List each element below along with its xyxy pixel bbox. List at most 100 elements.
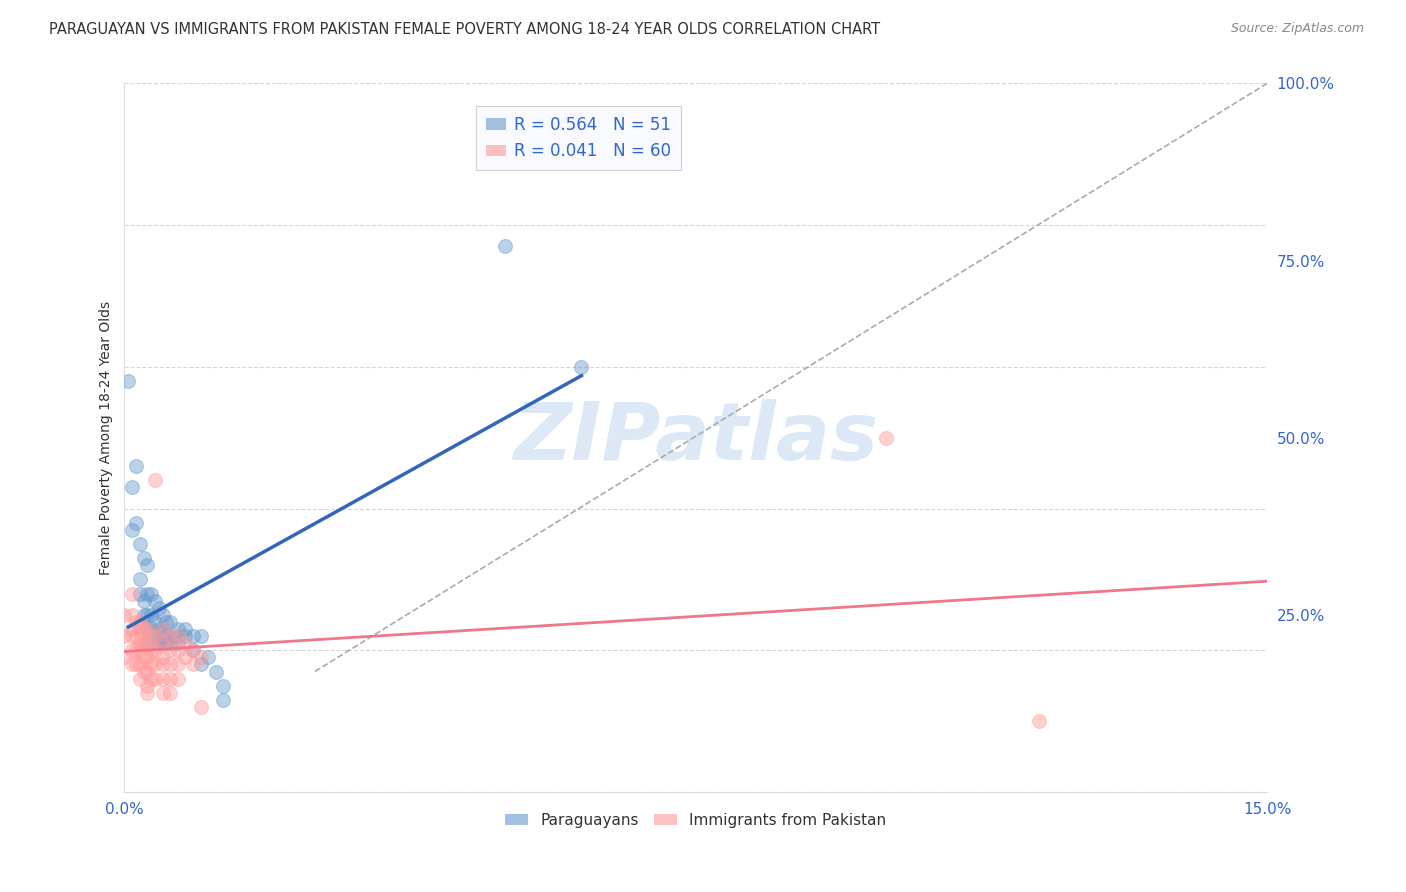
- Point: [121, 607, 143, 622]
- Point: [128, 586, 150, 600]
- Point: [197, 650, 219, 665]
- Point: [174, 622, 197, 636]
- Point: [159, 629, 181, 643]
- Point: [166, 643, 188, 657]
- Point: [875, 431, 897, 445]
- Point: [190, 700, 212, 714]
- Point: [136, 650, 159, 665]
- Point: [136, 686, 159, 700]
- Point: [152, 650, 174, 665]
- Point: [139, 629, 162, 643]
- Point: [152, 636, 174, 650]
- Point: [132, 650, 155, 665]
- Point: [136, 636, 159, 650]
- Point: [174, 650, 197, 665]
- Point: [148, 600, 170, 615]
- Point: [143, 615, 166, 629]
- Point: [128, 615, 150, 629]
- Point: [128, 657, 150, 672]
- Point: [174, 636, 197, 650]
- Point: [132, 551, 155, 566]
- Point: [152, 629, 174, 643]
- Point: [136, 622, 159, 636]
- Point: [128, 573, 150, 587]
- Point: [166, 629, 188, 643]
- Y-axis label: Female Poverty Among 18-24 Year Olds: Female Poverty Among 18-24 Year Olds: [100, 301, 114, 574]
- Point: [136, 679, 159, 693]
- Legend: Paraguayans, Immigrants from Pakistan: Paraguayans, Immigrants from Pakistan: [499, 806, 893, 834]
- Point: [121, 643, 143, 657]
- Point: [181, 629, 204, 643]
- Point: [152, 636, 174, 650]
- Point: [139, 586, 162, 600]
- Point: [139, 607, 162, 622]
- Point: [152, 607, 174, 622]
- Point: [166, 636, 188, 650]
- Point: [143, 643, 166, 657]
- Point: [159, 636, 181, 650]
- Point: [132, 593, 155, 607]
- Point: [121, 657, 143, 672]
- Point: [128, 672, 150, 686]
- Point: [152, 657, 174, 672]
- Point: [125, 615, 148, 629]
- Point: [159, 629, 181, 643]
- Point: [121, 523, 143, 537]
- Point: [125, 516, 148, 530]
- Point: [121, 622, 143, 636]
- Point: [132, 607, 155, 622]
- Point: [159, 615, 181, 629]
- Point: [139, 643, 162, 657]
- Point: [143, 629, 166, 643]
- Point: [166, 657, 188, 672]
- Text: ZIPatlas: ZIPatlas: [513, 399, 879, 476]
- Point: [166, 672, 188, 686]
- Point: [174, 629, 197, 643]
- Point: [181, 643, 204, 657]
- Point: [136, 636, 159, 650]
- Text: Source: ZipAtlas.com: Source: ZipAtlas.com: [1230, 22, 1364, 36]
- Point: [125, 657, 148, 672]
- Point: [143, 629, 166, 643]
- Point: [190, 650, 212, 665]
- Point: [159, 657, 181, 672]
- Point: [125, 458, 148, 473]
- Point: [114, 629, 136, 643]
- Point: [181, 657, 204, 672]
- Point: [1028, 714, 1050, 728]
- Point: [121, 586, 143, 600]
- Point: [139, 657, 162, 672]
- Point: [166, 622, 188, 636]
- Point: [143, 657, 166, 672]
- Point: [152, 622, 174, 636]
- Point: [136, 558, 159, 573]
- Point: [190, 629, 212, 643]
- Point: [152, 672, 174, 686]
- Point: [136, 607, 159, 622]
- Point: [155, 636, 177, 650]
- Point: [148, 622, 170, 636]
- Point: [143, 473, 166, 487]
- Point: [132, 665, 155, 679]
- Point: [181, 643, 204, 657]
- Point: [117, 374, 139, 388]
- Point: [128, 622, 150, 636]
- Point: [139, 622, 162, 636]
- Point: [155, 629, 177, 643]
- Point: [125, 643, 148, 657]
- Text: PARAGUAYAN VS IMMIGRANTS FROM PAKISTAN FEMALE POVERTY AMONG 18-24 YEAR OLDS CORR: PARAGUAYAN VS IMMIGRANTS FROM PAKISTAN F…: [49, 22, 880, 37]
- Point: [166, 629, 188, 643]
- Point: [121, 480, 143, 494]
- Point: [125, 629, 148, 643]
- Point: [152, 686, 174, 700]
- Point: [143, 636, 166, 650]
- Point: [136, 622, 159, 636]
- Point: [143, 672, 166, 686]
- Point: [128, 636, 150, 650]
- Point: [152, 622, 174, 636]
- Point: [159, 643, 181, 657]
- Point: [205, 665, 228, 679]
- Point: [114, 650, 136, 665]
- Point: [136, 586, 159, 600]
- Point: [212, 679, 235, 693]
